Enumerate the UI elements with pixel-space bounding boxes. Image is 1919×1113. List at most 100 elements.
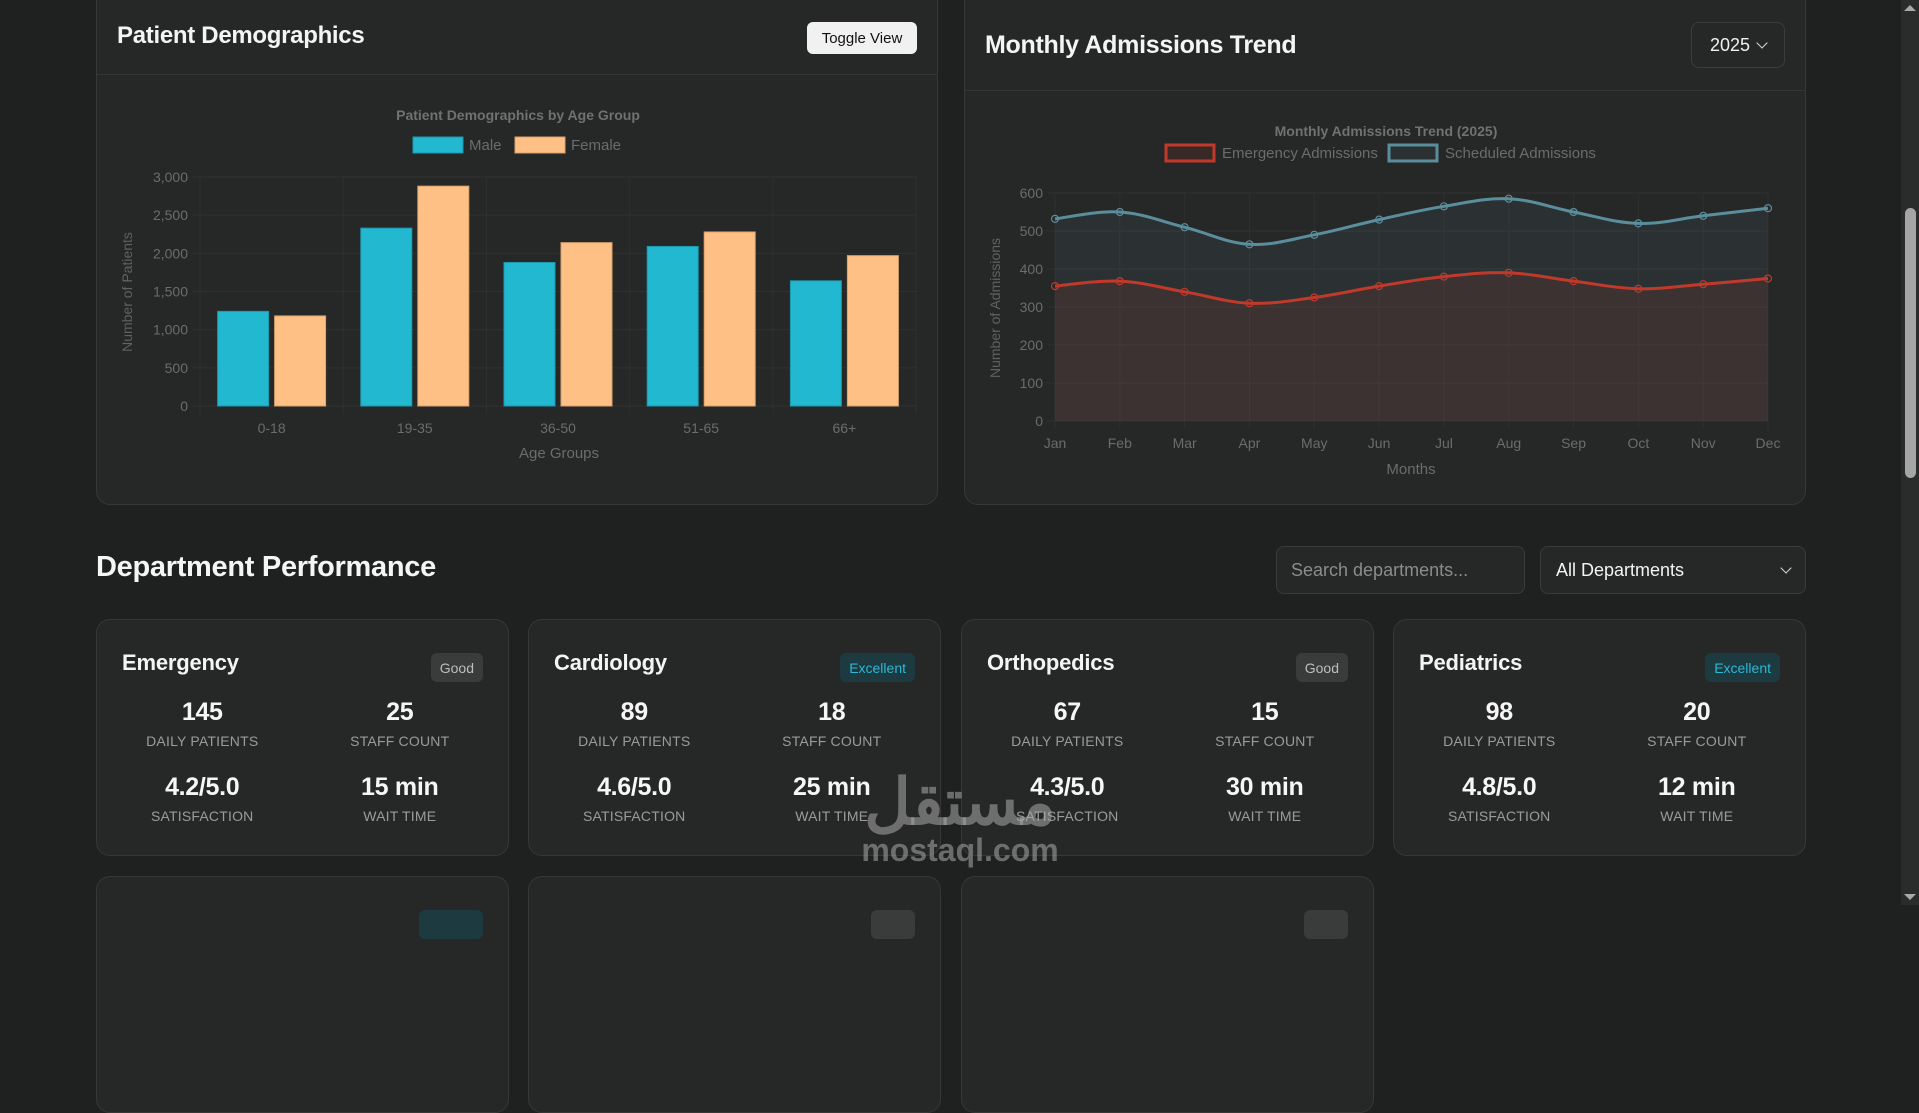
chart-title: Patient Demographics by Age Group [396,107,640,123]
stat-value: 89 [620,698,649,726]
stat-value: 18 [818,698,846,726]
department-card-pediatrics[interactable]: Pediatrics Excellent 98 DAILY PATIENTS 20… [1393,619,1806,856]
department-card-emergency[interactable]: Emergency Good 145 DAILY PATIENTS 25 STAFF… [96,619,509,856]
bar-female-51-65 [703,231,756,407]
department-name: Pediatrics [1419,650,1523,675]
bar-male-0-18 [217,310,270,407]
y-tick-label: 1,500 [153,284,188,300]
stat-label: STAFF COUNT [782,733,882,749]
stat-label: WAIT TIME [1228,808,1302,824]
scroll-up-arrow-icon[interactable] [1904,5,1916,11]
patient-demographics-title: Patient Demographics [117,22,365,49]
card-header: Monthly Admissions Trend 2025 [965,0,1805,91]
department-card-partial[interactable] [528,876,941,1113]
stat-label: STAFF COUNT [1215,733,1315,749]
chart-legend: Emergency Admissions Scheduled Admissions [1164,143,1596,163]
line-scheduled-admissions [1054,197,1769,246]
point-dec [1763,274,1773,283]
stat-value: 67 [1053,698,1082,726]
y-tick-label: 600 [1020,185,1044,201]
legend-label: Female [571,137,621,154]
y-tick-label: 100 [1020,375,1044,391]
x-axis-label: Months [1386,461,1435,478]
point-jul [1439,202,1449,211]
point-dec [1763,204,1773,213]
stat-value: 12 min [1658,773,1736,801]
stat-staff-count: 25 STAFF COUNT [303,698,498,749]
department-stats: 98 DAILY PATIENTS 20 STAFF COUNT 4.8/5.0 SA… [1394,698,1805,824]
department-card-partial[interactable] [961,876,1374,1113]
patient-demographics-card: Patient Demographics Toggle View Patient… [96,0,938,505]
y-tick-label: 2,500 [153,207,188,223]
department-stats: 145 DAILY PATIENTS 25 STAFF COUNT 4.2/5.0 S… [97,698,508,824]
stat-label: SATISFACTION [583,808,686,824]
legend-label: Scheduled Admissions [1445,145,1596,162]
department-card-cardiology[interactable]: Cardiology Excellent 89 DAILY PATIENTS 18… [528,619,941,856]
department-name: Emergency [122,650,239,675]
y-tick-label: 0 [180,398,188,414]
status-badge: Good [430,653,483,682]
status-badge [419,910,483,939]
y-axis-ticks: 0 500 1,000 1,500 2,000 2,500 3,000 [153,169,188,414]
y-tick-label: 500 [1020,223,1044,239]
point-jun [1374,215,1384,224]
line-series [1050,194,1773,308]
department-stats: 89 DAILY PATIENTS 18 STAFF COUNT 4.6/5.0 SA… [529,698,940,824]
y-tick-label: 1,000 [153,322,188,338]
legend-swatch-female [514,136,566,154]
scrollbar-thumb[interactable] [1905,208,1916,478]
department-filter-select[interactable]: All Departments [1540,546,1806,594]
x-tick-label: Oct [1627,435,1649,451]
status-badge: Excellent [1705,653,1780,682]
bar-female-36-50 [560,242,613,407]
scroll-down-arrow-icon[interactable] [1904,894,1916,900]
y-axis-label: Number of Admissions [987,238,1003,378]
point-aug [1504,194,1513,203]
x-tick-label: Jan [1044,435,1067,451]
x-tick-label: 66+ [833,420,857,436]
x-axis-label: Age Groups [519,445,599,462]
point-nov [1699,280,1708,289]
year-select[interactable]: 2025 [1691,22,1785,68]
year-select-value: 2025 [1709,34,1751,55]
demographics-bar-chart: Patient Demographics by Age Group Male Fe… [119,107,917,462]
department-name: Orthopedics [987,650,1115,675]
stat-satisfaction: 4.8/5.0 SATISFACTION [1399,773,1600,824]
stat-satisfaction: 4.3/5.0 SATISFACTION [967,773,1168,824]
y-tick-label: 0 [1035,413,1043,429]
legend-label: Male [469,137,502,154]
stat-value: 4.6/5.0 [597,773,672,801]
legend-swatch [1164,143,1216,163]
area-scheduled-admissions [1055,198,1768,421]
bar-female-66+ [846,255,899,407]
vertical-scrollbar[interactable] [1901,0,1919,905]
bar-male-51-65 [646,245,699,407]
department-card-orthopedics[interactable]: Orthopedics Good 67 DAILY PATIENTS 15 STAF… [961,619,1374,856]
point-feb [1115,207,1124,217]
line-emergency-admissions [1054,271,1769,305]
stat-label: SATISFACTION [1016,808,1119,824]
stat-label: WAIT TIME [1660,808,1734,824]
point-mar [1180,287,1189,296]
x-tick-label: Feb [1108,435,1132,451]
x-tick-label: Jun [1368,435,1391,451]
status-badge [871,910,915,939]
stat-value: 15 [1251,698,1279,726]
x-tick-label: May [1301,435,1327,451]
y-tick-label: 400 [1020,261,1044,277]
stat-label: DAILY PATIENTS [578,733,691,749]
y-tick-label: 3,000 [153,169,188,185]
department-performance-title: Department Performance [96,551,436,583]
stat-value: 4.3/5.0 [1030,773,1105,801]
search-departments-input[interactable] [1276,546,1525,594]
point-sep [1569,277,1578,286]
point-jan [1050,214,1060,223]
department-card-partial[interactable] [96,876,509,1113]
x-tick-label: Mar [1173,435,1197,451]
department-name: Cardiology [554,650,667,675]
bar-male-66+ [789,280,842,407]
x-tick-label: Aug [1496,435,1521,451]
toggle-view-button[interactable]: Toggle View [807,22,917,54]
y-tick-label: 500 [165,360,189,376]
stat-label: DAILY PATIENTS [1011,733,1124,749]
